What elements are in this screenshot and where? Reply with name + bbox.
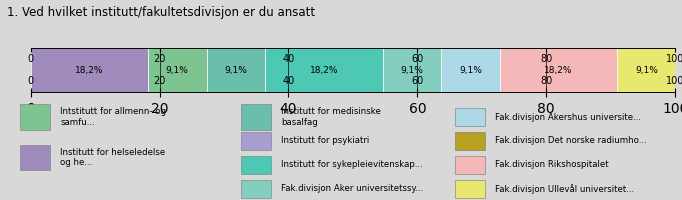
- Bar: [148, 48, 207, 92]
- Text: 18,2%: 18,2%: [75, 66, 104, 74]
- Text: 9,1%: 9,1%: [224, 66, 248, 74]
- Text: Institutt for sykepleievitenskap...: Institutt for sykepleievitenskap...: [281, 160, 423, 169]
- Text: 18,2%: 18,2%: [310, 66, 338, 74]
- Text: 1. Ved hvilket institutt/fakultetsdivisjon er du ansatt: 1. Ved hvilket institutt/fakultetsdivisj…: [7, 6, 315, 19]
- Bar: [241, 104, 271, 130]
- Bar: [455, 180, 485, 198]
- Text: Fak.divisjon Ullevål universitet...: Fak.divisjon Ullevål universitet...: [494, 184, 634, 194]
- Text: Fak.divisjon Rikshospitalet: Fak.divisjon Rikshospitalet: [494, 160, 608, 169]
- Bar: [207, 48, 265, 92]
- Text: 9,1%: 9,1%: [635, 66, 658, 74]
- Text: 18,2%: 18,2%: [544, 66, 573, 74]
- Bar: [265, 48, 383, 92]
- Bar: [241, 132, 271, 150]
- Text: 9,1%: 9,1%: [166, 66, 189, 74]
- Text: Fak.divisjon Det norske radiumho...: Fak.divisjon Det norske radiumho...: [494, 136, 647, 145]
- Text: Fak.divisjon Akershus universite...: Fak.divisjon Akershus universite...: [494, 113, 640, 122]
- Text: 9,1%: 9,1%: [400, 66, 424, 74]
- Bar: [455, 108, 485, 126]
- Bar: [455, 156, 485, 174]
- Text: Fak.divisjon Aker universitetssy...: Fak.divisjon Aker universitetssy...: [281, 184, 423, 193]
- Bar: [455, 132, 485, 150]
- Bar: [20, 104, 50, 130]
- Text: Institutt for psykiatri: Institutt for psykiatri: [281, 136, 369, 145]
- Bar: [31, 48, 148, 92]
- Bar: [241, 180, 271, 198]
- Bar: [383, 48, 441, 92]
- Text: Institutt for helseledelse
og he...: Institutt for helseledelse og he...: [60, 148, 166, 167]
- Bar: [617, 48, 676, 92]
- Text: Institutt for medisinske
basalfag: Institutt for medisinske basalfag: [281, 107, 381, 127]
- Text: 9,1%: 9,1%: [459, 66, 482, 74]
- Bar: [441, 48, 500, 92]
- Text: Intstitutt for allmenn- og
samfu...: Intstitutt for allmenn- og samfu...: [60, 107, 166, 127]
- Bar: [20, 145, 50, 170]
- Bar: [500, 48, 617, 92]
- Bar: [241, 156, 271, 174]
